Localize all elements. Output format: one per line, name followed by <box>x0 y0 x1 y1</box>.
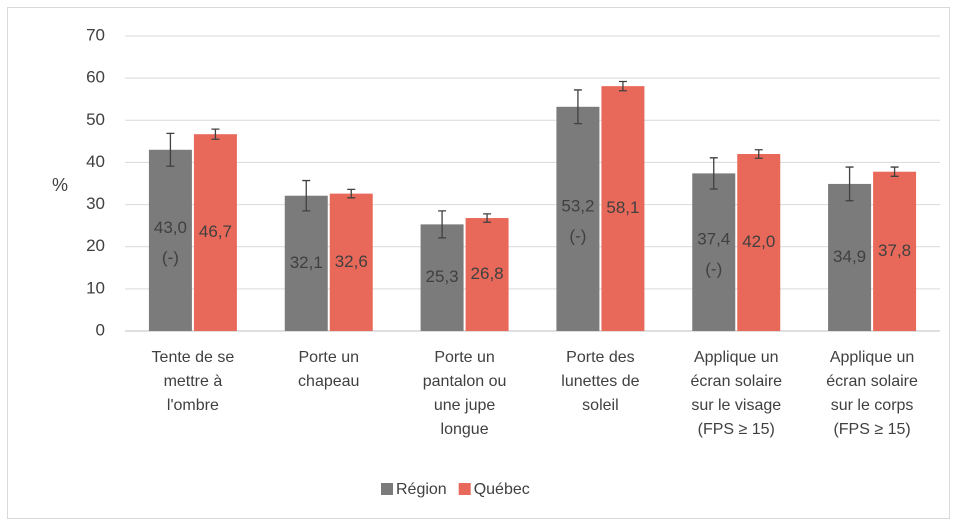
value-label: 53,2 <box>561 196 594 215</box>
bar <box>692 173 736 331</box>
bar <box>420 224 464 331</box>
value-label: 37,8 <box>878 241 911 260</box>
value-label: 32,6 <box>335 252 368 271</box>
value-label: 58,1 <box>606 198 639 217</box>
bar <box>193 134 237 331</box>
error-bar <box>483 213 492 223</box>
bar <box>873 171 917 331</box>
error-bar <box>438 210 447 239</box>
x-tick-label: (FPS ≥ 15) <box>698 421 775 438</box>
error-bar <box>754 149 763 159</box>
error-bar <box>573 89 582 125</box>
x-tick-label: lunettes de <box>561 373 639 390</box>
x-tick-label: soleil <box>582 397 618 414</box>
y-tick-label: 40 <box>86 152 105 171</box>
y-tick-label: 30 <box>86 194 105 213</box>
value-label: 32,1 <box>290 253 323 272</box>
error-bar <box>890 166 899 177</box>
value-label: 26,8 <box>471 264 504 283</box>
x-tick-label: mettre à <box>164 373 223 390</box>
error-bar <box>709 157 718 190</box>
legend-label: Région <box>396 481 447 498</box>
legend-swatch <box>458 483 471 495</box>
y-tick-label: 20 <box>86 236 105 255</box>
bar <box>284 195 328 331</box>
value-label: 34,9 <box>833 247 866 266</box>
x-tick-label: Tente de se <box>152 349 235 366</box>
bar <box>465 218 509 331</box>
value-label: 43,0 <box>154 218 187 237</box>
error-bar <box>618 80 627 92</box>
value-label: 25,3 <box>426 267 459 286</box>
x-tick-label: Porte un <box>299 349 359 366</box>
y-axis-label: % <box>52 175 68 195</box>
x-tick-label: Applique un <box>694 349 779 366</box>
value-annotation: (-) <box>162 248 179 267</box>
x-tick-label: pantalon ou <box>423 373 507 390</box>
value-annotation: (-) <box>705 260 722 279</box>
error-bar <box>347 188 356 199</box>
x-tick-label: chapeau <box>298 373 359 390</box>
x-tick-label: Applique un <box>830 349 915 366</box>
bar <box>828 183 872 331</box>
bar <box>329 193 373 331</box>
x-tick-label: Porte des <box>566 349 634 366</box>
x-tick-label: une jupe <box>434 397 495 414</box>
error-bar <box>166 132 175 167</box>
bar <box>556 106 600 331</box>
legend-label: Québec <box>474 481 530 498</box>
x-tick-label: Porte un <box>434 349 494 366</box>
x-tick-label: longue <box>441 421 489 438</box>
x-tick-label: écran solaire <box>826 373 918 390</box>
y-tick-label: 70 <box>86 25 105 44</box>
bar <box>148 149 192 331</box>
x-tick-label: l'ombre <box>167 397 219 414</box>
value-label: 46,7 <box>199 222 232 241</box>
y-tick-label: 50 <box>86 110 105 129</box>
x-tick-label: (FPS ≥ 15) <box>833 421 910 438</box>
bar <box>601 86 645 332</box>
value-annotation: (-) <box>569 226 586 245</box>
y-tick-label: 60 <box>86 68 105 87</box>
x-tick-label: écran solaire <box>690 373 782 390</box>
x-tick-label: sur le visage <box>691 397 781 414</box>
value-label: 37,4 <box>697 230 730 249</box>
y-tick-label: 0 <box>96 320 105 339</box>
error-bar <box>302 179 311 212</box>
bar <box>737 154 781 331</box>
value-label: 42,0 <box>742 232 775 251</box>
error-bar <box>211 128 220 140</box>
y-tick-label: 10 <box>86 278 105 297</box>
legend-swatch <box>381 483 393 495</box>
error-bar <box>845 166 854 202</box>
x-tick-label: sur le corps <box>831 397 914 414</box>
